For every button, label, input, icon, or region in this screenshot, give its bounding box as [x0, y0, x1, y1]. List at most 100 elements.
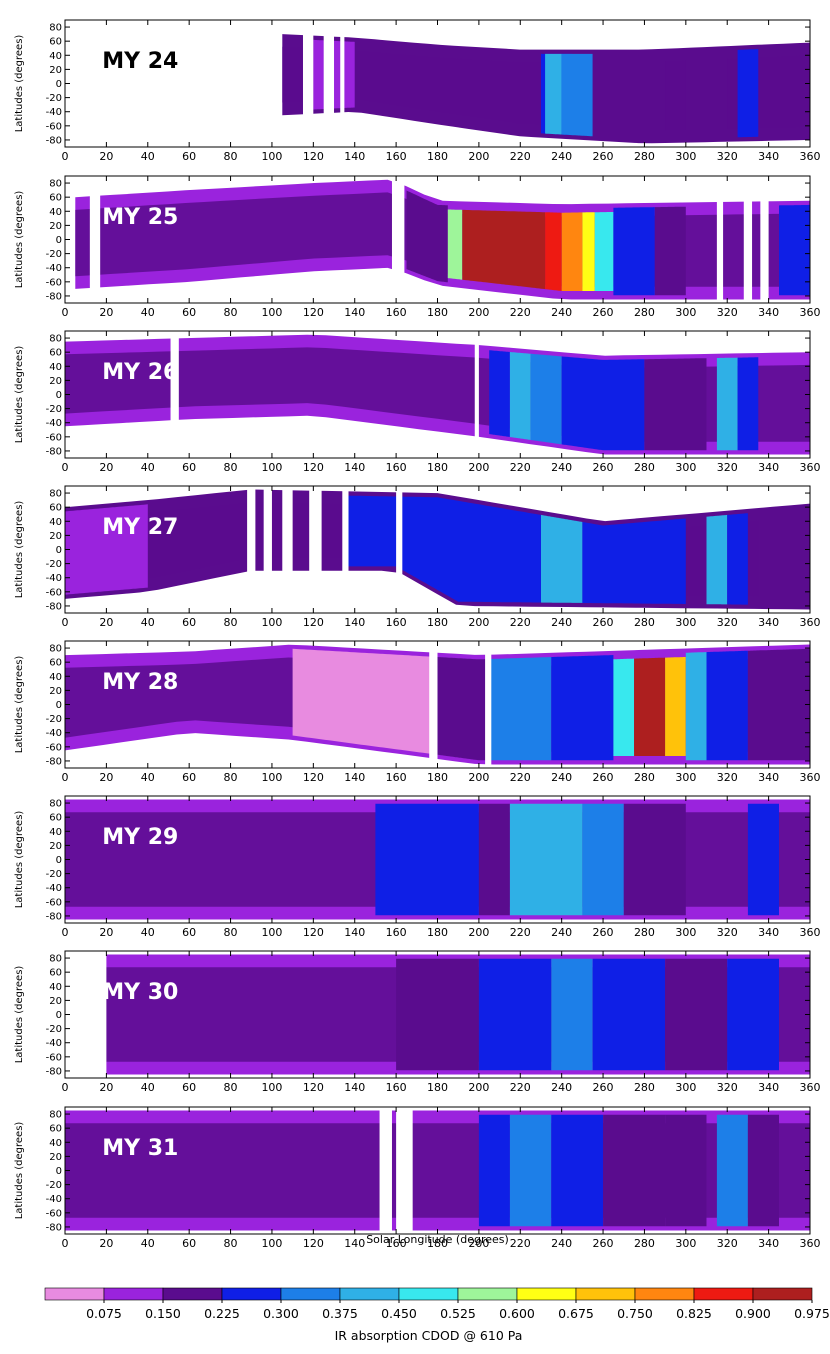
dust-region [561, 356, 645, 451]
y-tick-label: 80 [49, 1110, 62, 1121]
x-tick-label: 120 [303, 616, 324, 629]
data-gap [396, 486, 403, 613]
y-tick-label: 40 [49, 207, 62, 218]
dust-region [779, 204, 810, 296]
y-tick-label: -40 [46, 107, 62, 118]
data-gap [485, 641, 492, 768]
x-tick-label: 200 [468, 150, 489, 163]
dust-region [509, 1114, 552, 1227]
y-tick-label: -60 [46, 277, 62, 288]
colorbar-swatch [693, 1287, 754, 1301]
x-tick-label: 340 [758, 306, 779, 319]
x-axis-label: Solar Longitude (degrees) [366, 1233, 509, 1246]
y-tick-label: 0 [56, 855, 62, 866]
dust-region [509, 803, 583, 916]
x-tick-label: 180 [427, 306, 448, 319]
x-tick-label: 140 [344, 306, 365, 319]
y-axis-label: Latitudes (degrees) [14, 501, 25, 599]
x-tick-label: 280 [634, 461, 655, 474]
x-tick-label: 260 [593, 461, 614, 474]
x-tick-label: 20 [99, 771, 113, 784]
x-tick-label: 20 [99, 616, 113, 629]
y-tick-label: -20 [46, 93, 62, 104]
y-axis-label: Latitudes (degrees) [14, 811, 25, 909]
x-tick-label: 320 [717, 1081, 738, 1094]
data-gap [342, 486, 349, 613]
y-tick-label: -60 [46, 742, 62, 753]
x-tick-label: 340 [758, 150, 779, 163]
panel-data [282, 20, 810, 147]
x-tick-label: 300 [675, 461, 696, 474]
y-tick-label: -80 [46, 446, 62, 457]
y-tick-label: 40 [49, 672, 62, 683]
y-tick-label: 0 [56, 1010, 62, 1021]
y-tick-label: 60 [49, 968, 62, 979]
x-tick-label: 60 [182, 306, 196, 319]
x-tick-label: 300 [675, 150, 696, 163]
dust-region [489, 657, 552, 761]
y-tick-label: -80 [46, 1222, 62, 1233]
x-tick-label: 140 [344, 1237, 365, 1250]
y-tick-label: -20 [46, 404, 62, 415]
y-tick-label: 40 [49, 982, 62, 993]
panel-data [65, 951, 810, 1078]
colorbar-swatch [280, 1287, 341, 1301]
x-tick-label: 200 [468, 1237, 489, 1250]
x-tick-label: 160 [386, 306, 407, 319]
x-tick-label: 360 [800, 1081, 821, 1094]
x-tick-label: 80 [224, 926, 238, 939]
colorbar-tick-label: 0.825 [676, 1306, 712, 1321]
x-tick-label: 340 [758, 1081, 779, 1094]
colorbar-swatch [752, 1287, 813, 1301]
y-tick-label: 60 [49, 348, 62, 359]
y-tick-label: -80 [46, 135, 62, 146]
y-tick-label: 20 [49, 531, 62, 542]
x-tick-label: 20 [99, 1081, 113, 1094]
colorbar-tick-label: 0.300 [263, 1306, 299, 1321]
x-tick-label: 220 [510, 306, 531, 319]
x-tick-label: 60 [182, 616, 196, 629]
colorbar-tick-label: 0.375 [322, 1306, 358, 1321]
dust-region [747, 803, 779, 916]
x-tick-label: 300 [675, 306, 696, 319]
dust-region [561, 53, 593, 137]
x-tick-label: 140 [344, 1081, 365, 1094]
dust-region [685, 50, 728, 139]
x-tick-label: 60 [182, 461, 196, 474]
x-tick-label: 340 [758, 1237, 779, 1250]
dust-region [603, 1114, 666, 1227]
x-tick-label: 240 [551, 1081, 572, 1094]
x-tick-label: 260 [593, 1081, 614, 1094]
y-tick-label: -60 [46, 897, 62, 908]
dust-region [592, 53, 666, 140]
x-tick-label: 220 [510, 150, 531, 163]
colorbar-tick-label: 0.975 [794, 1306, 830, 1321]
dust-region [551, 958, 593, 1071]
dust-region [582, 212, 595, 291]
x-tick-label: 80 [224, 616, 238, 629]
x-tick-label: 160 [386, 1081, 407, 1094]
dust-region [478, 958, 552, 1071]
x-tick-label: 40 [141, 150, 155, 163]
data-gap [743, 176, 753, 303]
dust-region [406, 190, 448, 283]
data-gap [65, 951, 107, 1078]
y-tick-label: 80 [49, 334, 62, 345]
x-tick-label: 0 [62, 771, 69, 784]
y-tick-label: -80 [46, 756, 62, 767]
dust-region [758, 507, 810, 606]
y-tick-label: 40 [49, 517, 62, 528]
x-tick-label: 40 [141, 461, 155, 474]
panel-label: MY 28 [102, 670, 178, 695]
x-tick-label: 40 [141, 926, 155, 939]
y-tick-label: 20 [49, 65, 62, 76]
y-axis-label: Latitudes (degrees) [14, 1122, 25, 1220]
x-tick-label: 160 [386, 926, 407, 939]
x-tick-label: 120 [303, 150, 324, 163]
x-tick-label: 360 [800, 461, 821, 474]
x-tick-label: 220 [510, 926, 531, 939]
x-tick-label: 360 [800, 306, 821, 319]
y-axis-label: Latitudes (degrees) [14, 966, 25, 1064]
x-tick-label: 180 [427, 1237, 448, 1250]
x-tick-label: 0 [62, 306, 69, 319]
